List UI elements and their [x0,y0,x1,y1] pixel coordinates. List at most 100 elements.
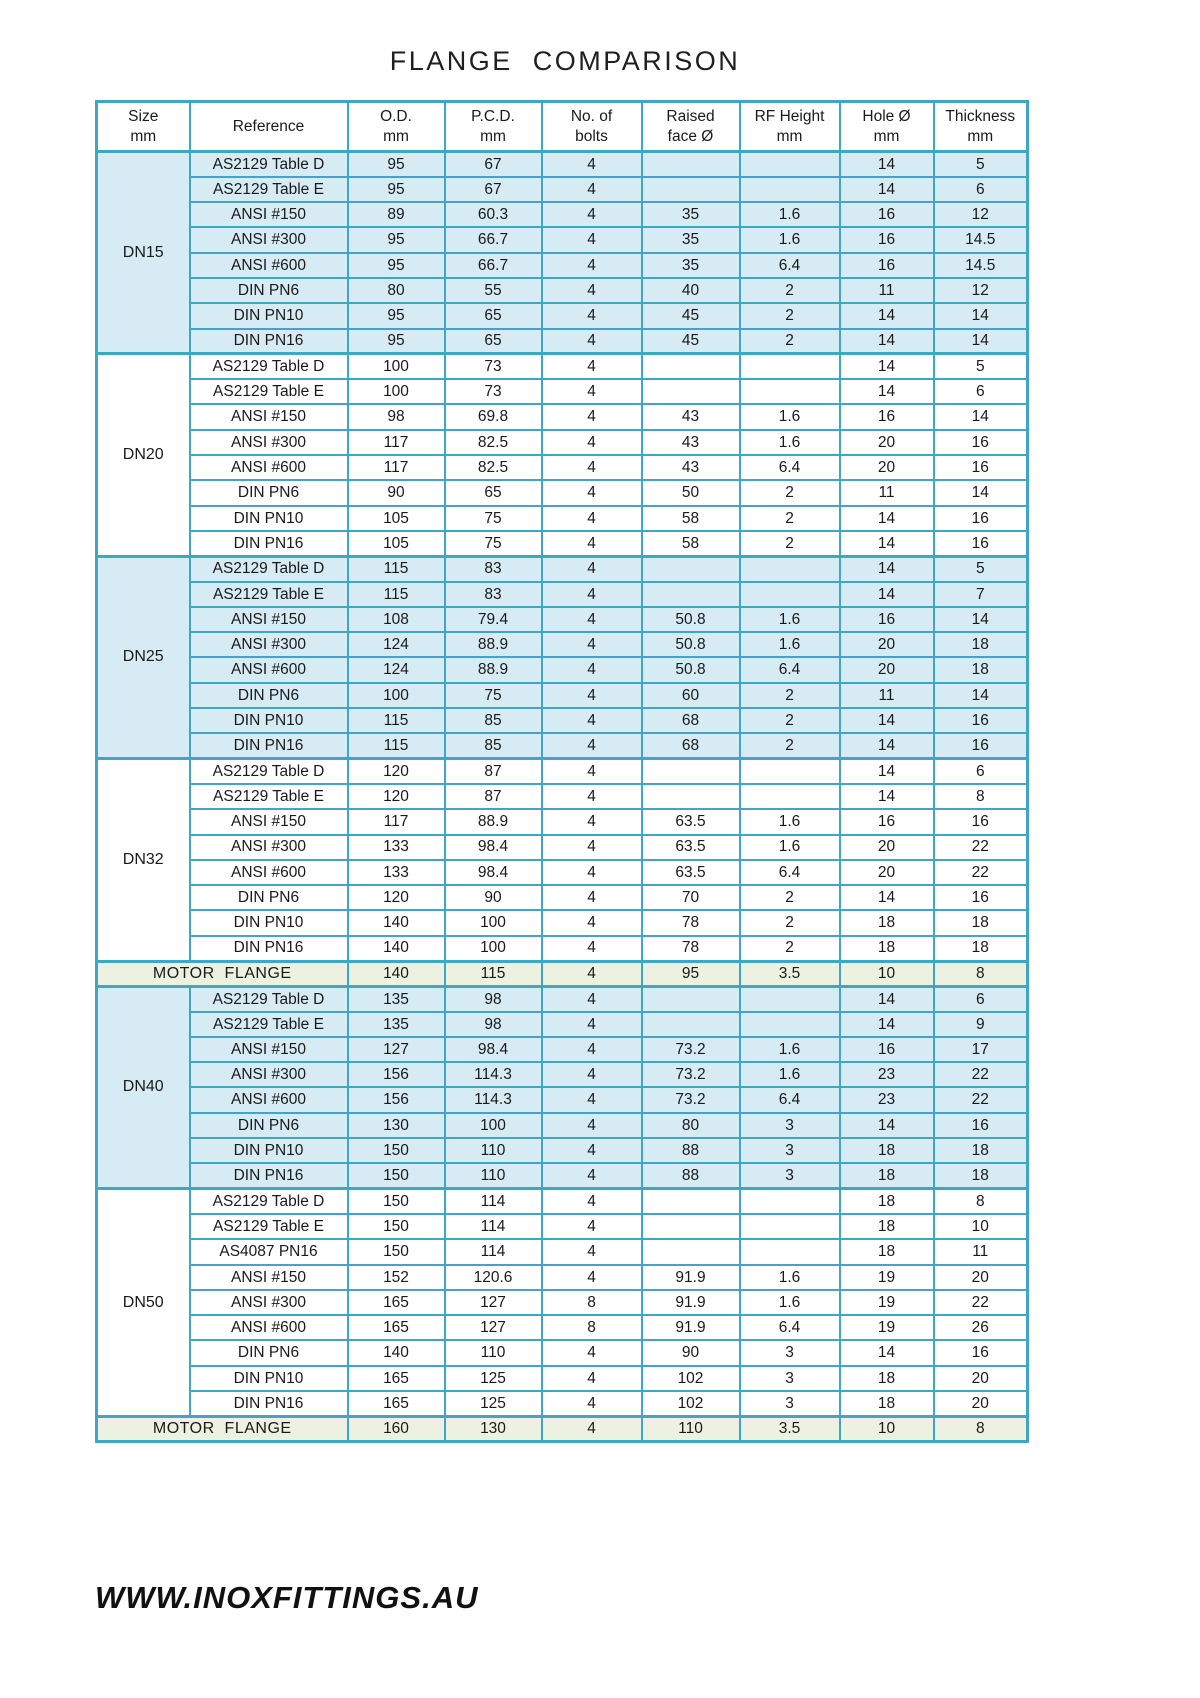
value-cell: 6 [932,757,1029,785]
value-cell: 3.5 [738,1414,841,1443]
value-cell: 108 [346,605,446,634]
value-cell: 18 [932,631,1029,659]
value-cell: 80 [640,1111,741,1140]
value-cell: 4 [540,1162,643,1190]
value-cell: 88.9 [443,656,543,684]
value-cell: 95 [346,226,446,254]
table-row: DN50 AS2129 Table D 150 114 4 18 8 [95,1187,1029,1418]
value-cell: 75 [443,681,543,710]
value-cell: 23 [838,1086,935,1114]
value-cell: 87 [443,757,543,785]
value-cell: 2 [738,934,841,963]
value-cell: 8 [540,1314,643,1342]
reference-cell: ANSI #150 [188,808,349,836]
table-row: ANSI #600 156 114.3 4 73.2 6.4 23 22 [97,1086,1029,1114]
value-cell: 6.4 [738,1314,841,1342]
value-cell [640,175,741,204]
reference-cell: AS2129 Table E [188,1212,349,1241]
value-cell: 65 [443,327,543,355]
reference-cell: AS2129 Table E [188,378,349,406]
table-row: DIN PN10 140 100 4 78 2 18 18 [97,909,1029,937]
value-cell: 1.6 [738,833,841,861]
value-cell: 2 [738,529,841,558]
value-cell: 4 [540,858,643,887]
value-cell [738,554,841,583]
reference-cell: DIN PN10 [188,504,349,532]
reference-cell: AS4087 PN16 [188,1238,349,1266]
value-cell: 150 [346,1137,446,1165]
value-cell: 19 [838,1263,935,1291]
value-cell [738,175,841,204]
table-row: DIN PN10 150 110 4 88 3 18 18 [97,1137,1029,1165]
value-cell: 125 [443,1390,543,1418]
value-cell: 1.6 [738,1061,841,1089]
reference-cell: DIN PN10 [188,1364,349,1393]
value-cell: 152 [346,1263,446,1291]
value-cell: 73.2 [640,1061,741,1089]
value-cell: 22 [932,858,1029,887]
value-cell: 14 [932,327,1029,355]
value-cell: 14 [932,681,1029,710]
table-row: AS2129 Table E 150 114 4 18 10 [97,1212,1029,1241]
value-cell [640,580,741,608]
value-cell: 14 [838,1010,935,1038]
reference-cell: AS2129 Table E [188,175,349,204]
value-cell: 6.4 [738,1086,841,1114]
value-cell: 98 [443,1010,543,1038]
value-cell: 4 [540,1364,643,1393]
motor-flange-row: MOTOR FLANGE 140 115 4 95 3.5 10 8 [95,959,1029,988]
value-cell: 4 [540,251,643,279]
table-row: DIN PN10 105 75 4 58 2 14 16 [97,504,1029,532]
value-cell: 43 [640,428,741,457]
reference-cell: DIN PN16 [188,934,349,963]
table-row: DIN PN16 150 110 4 88 3 18 18 [97,1162,1029,1190]
value-cell: 8 [932,782,1029,811]
value-cell: 135 [346,984,446,1013]
value-cell: 82.5 [443,454,543,482]
column-header-8: Thickness mm [932,100,1029,153]
value-cell: 9 [932,1010,1029,1038]
value-cell: 14 [838,175,935,204]
value-cell: 45 [640,302,741,330]
value-cell: 20 [838,656,935,684]
table-row: ANSI #150 108 79.4 4 50.8 1.6 16 14 [97,605,1029,634]
value-cell: 12 [932,201,1029,229]
value-cell: 22 [932,1086,1029,1114]
value-cell: 98.4 [443,1035,543,1064]
value-cell: 88.9 [443,631,543,659]
value-cell: 16 [932,707,1029,735]
value-cell [738,1212,841,1241]
value-cell: 4 [540,833,643,861]
value-cell: 50.8 [640,605,741,634]
value-cell: 4 [540,984,643,1013]
reference-cell: DIN PN10 [188,1137,349,1165]
value-cell: 88 [640,1162,741,1190]
value-cell: 100 [346,681,446,710]
value-cell: 88 [640,1137,741,1165]
table-row: ANSI #150 127 98.4 4 73.2 1.6 16 17 [97,1035,1029,1064]
value-cell: 18 [838,1137,935,1165]
value-cell: 4 [540,782,643,811]
value-cell: 6.4 [738,656,841,684]
value-cell: 4 [540,757,643,785]
table-row: AS2129 Table E 95 67 4 14 6 [97,175,1029,204]
reference-cell: ANSI #150 [188,201,349,229]
value-cell: 90 [346,479,446,507]
value-cell: 91.9 [640,1288,741,1317]
value-cell: 130 [443,1414,543,1443]
value-cell: 3 [738,1162,841,1190]
column-header-1: Reference [188,100,349,153]
value-cell: 98 [346,403,446,431]
value-cell: 22 [932,1288,1029,1317]
value-cell: 18 [932,909,1029,937]
table-row: ANSI #600 117 82.5 4 43 6.4 20 16 [97,454,1029,482]
value-cell: 23 [838,1061,935,1089]
value-cell: 83 [443,580,543,608]
value-cell: 14 [838,529,935,558]
flange-comparison-table: Size mm Reference O.D. mm P.C.D. mm No. of bolts… [95,100,1029,1444]
value-cell: 135 [346,1010,446,1038]
reference-cell: AS2129 Table D [188,352,349,381]
value-cell [640,1238,741,1266]
size-cell: DN20 [95,352,191,558]
value-cell: 6 [932,984,1029,1013]
